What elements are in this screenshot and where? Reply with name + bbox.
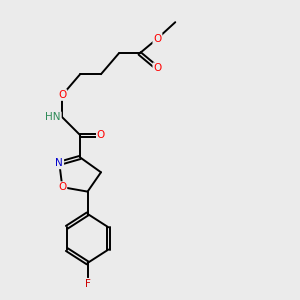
Text: O: O <box>58 90 66 100</box>
Text: O: O <box>58 182 66 192</box>
Text: O: O <box>153 63 162 73</box>
Text: HN: HN <box>45 112 61 122</box>
Text: O: O <box>153 34 162 44</box>
Text: O: O <box>97 130 105 140</box>
Text: F: F <box>85 279 91 289</box>
Text: N: N <box>56 158 63 168</box>
